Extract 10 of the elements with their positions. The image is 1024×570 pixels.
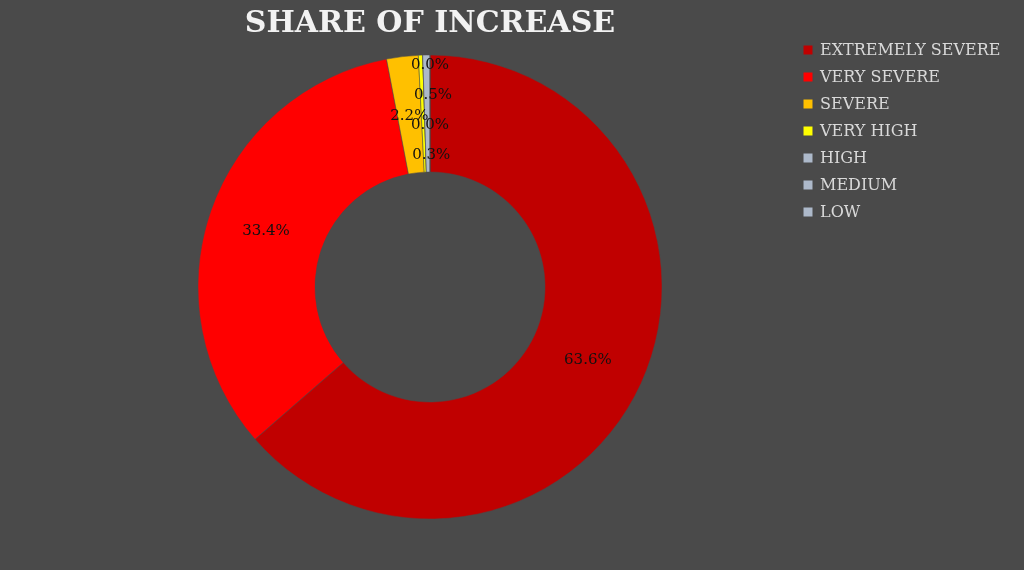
legend-label: VERY SEVERE bbox=[819, 67, 941, 86]
data-label: 33.4% bbox=[242, 221, 290, 240]
legend-label: HIGH bbox=[820, 148, 868, 167]
data-label: 63.6% bbox=[564, 349, 612, 368]
legend-label: SEVERE bbox=[820, 94, 890, 113]
chart-title: SHARE OF INCREASE bbox=[244, 4, 616, 39]
legend-label: LOW bbox=[820, 202, 861, 221]
legend-label: MEDIUM bbox=[820, 175, 898, 194]
legend-label: VERY HIGH bbox=[819, 121, 918, 140]
legend-label: EXTREMELY SEVERE bbox=[820, 40, 1001, 59]
